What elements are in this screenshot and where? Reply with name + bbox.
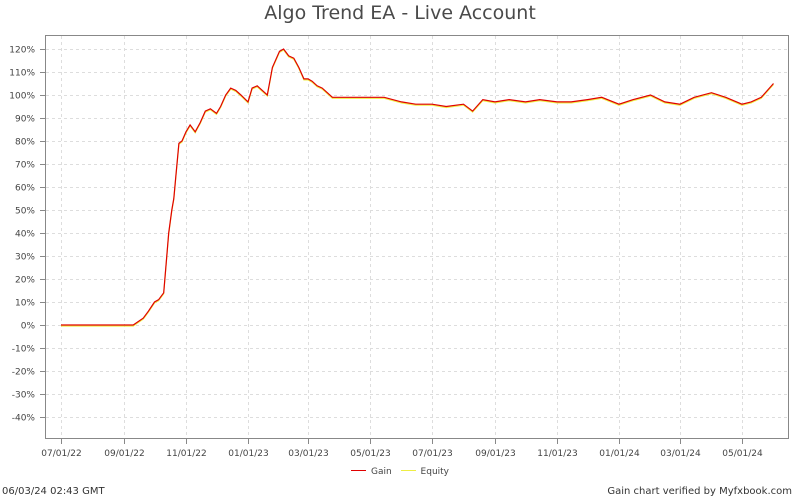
grid-lines: [40, 36, 788, 444]
legend-item-equity[interactable]: Equity: [400, 467, 450, 477]
svg-text:01/01/23: 01/01/23: [228, 449, 268, 459]
plot-area-border: [45, 35, 789, 439]
svg-text:110%: 110%: [9, 69, 35, 79]
svg-text:03/01/23: 03/01/23: [288, 449, 328, 459]
svg-text:30%: 30%: [15, 253, 35, 263]
svg-text:50%: 50%: [15, 207, 35, 217]
chart-legend: Gain Equity: [0, 467, 800, 477]
svg-text:05/01/24: 05/01/24: [722, 449, 763, 459]
verification-text: Gain chart verified by Myfxbook.com: [607, 486, 792, 497]
svg-text:-30%: -30%: [12, 391, 36, 401]
svg-text:-20%: -20%: [12, 368, 36, 378]
svg-text:40%: 40%: [15, 230, 35, 240]
svg-text:120%: 120%: [9, 46, 35, 56]
equity-swatch-icon: [400, 470, 416, 471]
svg-text:80%: 80%: [15, 138, 35, 148]
svg-text:-40%: -40%: [12, 414, 36, 424]
legend-item-gain[interactable]: Gain: [350, 467, 392, 477]
svg-text:09/01/23: 09/01/23: [475, 449, 515, 459]
y-axis-labels: 120% 110% 100% 90% 80% 70% 60% 50% 40% 30% 20% 10% 0…: [9, 46, 35, 424]
svg-text:07/01/23: 07/01/23: [412, 449, 452, 459]
legend-label-gain: Gain: [370, 467, 392, 477]
svg-text:60%: 60%: [15, 184, 35, 194]
x-axis-labels: 07/01/22 09/01/22 11/01/22 01/01/23 03/01/23…: [41, 449, 763, 459]
svg-text:11/01/23: 11/01/23: [537, 449, 577, 459]
svg-text:11/01/22: 11/01/22: [166, 449, 206, 459]
svg-text:07/01/22: 07/01/22: [41, 449, 81, 459]
svg-text:10%: 10%: [15, 299, 35, 309]
timestamp: 06/03/24 02:43 GMT: [2, 486, 105, 497]
svg-text:0%: 0%: [21, 322, 36, 332]
svg-text:20%: 20%: [15, 276, 35, 286]
svg-text:100%: 100%: [9, 92, 35, 102]
svg-text:05/01/23: 05/01/23: [350, 449, 390, 459]
chart-title: Algo Trend EA - Live Account: [264, 2, 536, 24]
svg-text:-10%: -10%: [12, 345, 36, 355]
svg-text:09/01/22: 09/01/22: [104, 449, 144, 459]
gain-swatch-icon: [350, 470, 366, 471]
svg-text:03/01/24: 03/01/24: [660, 449, 701, 459]
svg-text:90%: 90%: [15, 115, 35, 125]
svg-text:70%: 70%: [15, 161, 35, 171]
legend-label-equity: Equity: [420, 467, 450, 477]
gain-line: [61, 48, 774, 326]
svg-text:01/01/24: 01/01/24: [599, 449, 640, 459]
